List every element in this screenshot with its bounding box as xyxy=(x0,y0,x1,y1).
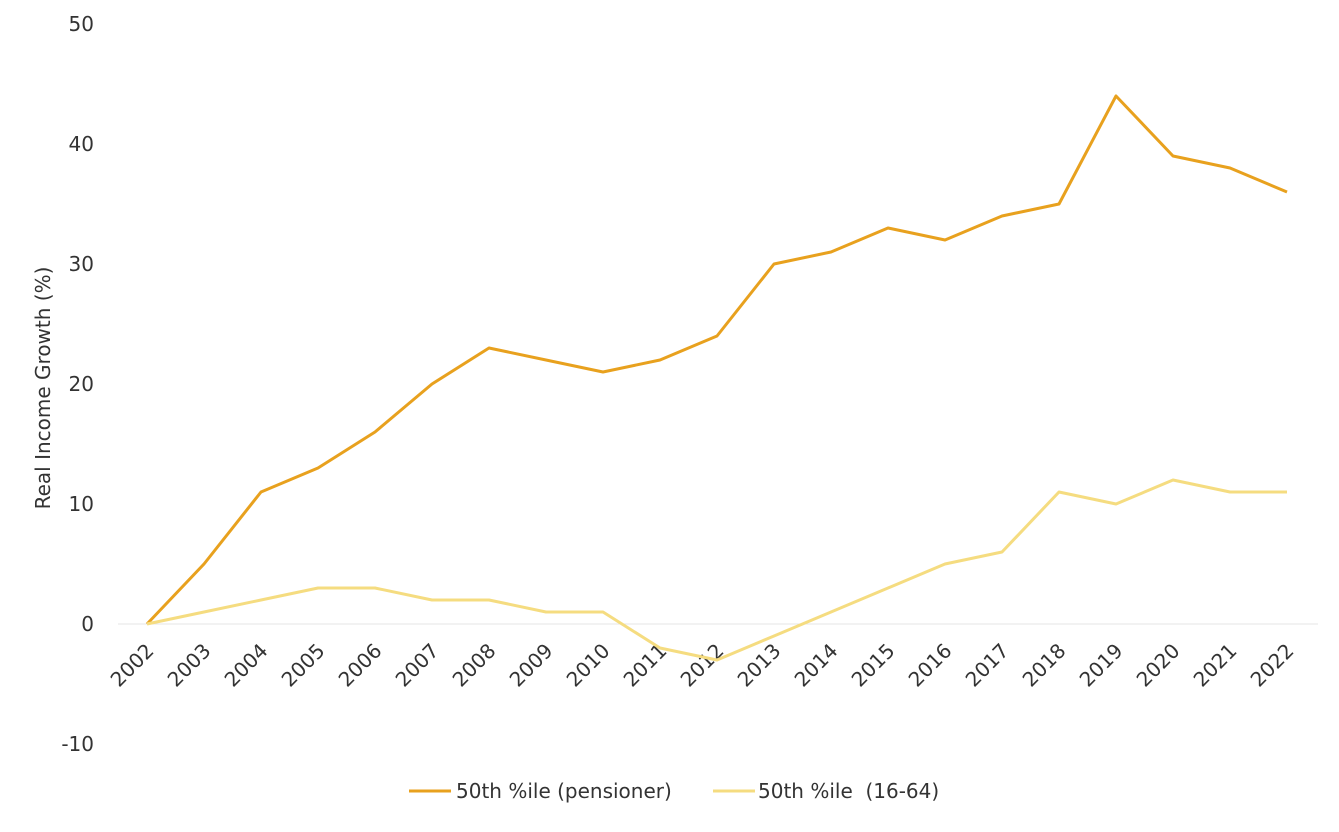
y-tick-label: -10 xyxy=(61,732,94,756)
y-tick-label: 40 xyxy=(69,132,94,156)
series-layer xyxy=(145,94,1288,662)
x-tick-label: 2010 xyxy=(562,639,615,692)
x-tick-label: 2014 xyxy=(790,639,843,692)
y-tick-label: 20 xyxy=(69,372,94,396)
y-axis: -10 0 10 20 30 40 50 xyxy=(61,12,94,756)
y-tick-label: 10 xyxy=(69,492,94,516)
x-tick-label: 2009 xyxy=(505,639,558,692)
x-tick-label: 2004 xyxy=(220,639,273,692)
series-line-16-64[interactable] xyxy=(146,478,1287,662)
x-tick-label: 2008 xyxy=(448,639,501,692)
y-tick-label: 30 xyxy=(69,252,94,276)
x-tick-label: 2016 xyxy=(904,639,957,692)
x-tick-label: 2020 xyxy=(1132,639,1185,692)
x-tick-label: 2021 xyxy=(1189,639,1242,692)
series-line-pensioner[interactable] xyxy=(145,94,1288,626)
x-axis: 2002 2003 2004 2005 2006 2007 2008 2009 2010 2011… xyxy=(106,639,1299,692)
x-tick-label: 2012 xyxy=(676,639,729,692)
y-axis-label: Real Income Growth (%) xyxy=(31,267,55,510)
y-tick-label: 50 xyxy=(69,12,94,36)
x-tick-label: 2013 xyxy=(733,639,786,692)
x-tick-label: 2019 xyxy=(1075,639,1128,692)
legend[interactable]: 50th %ile (pensioner) 50th %ile (16-64) xyxy=(409,779,939,803)
y-tick-label: 0 xyxy=(81,612,94,636)
x-tick-label: 2007 xyxy=(391,639,444,692)
x-tick-label: 2017 xyxy=(961,639,1014,692)
x-tick-label: 2015 xyxy=(847,639,900,692)
legend-label-pensioner: 50th %ile (pensioner) xyxy=(456,779,672,803)
x-tick-label: 2011 xyxy=(619,639,672,692)
x-tick-label: 2005 xyxy=(277,639,330,692)
legend-label-16-64: 50th %ile (16-64) xyxy=(758,779,939,803)
x-tick-label: 2003 xyxy=(163,639,216,692)
x-tick-label: 2018 xyxy=(1018,639,1071,692)
x-tick-label: 2006 xyxy=(334,639,387,692)
x-tick-label: 2002 xyxy=(106,639,159,692)
x-tick-label: 2022 xyxy=(1246,639,1299,692)
